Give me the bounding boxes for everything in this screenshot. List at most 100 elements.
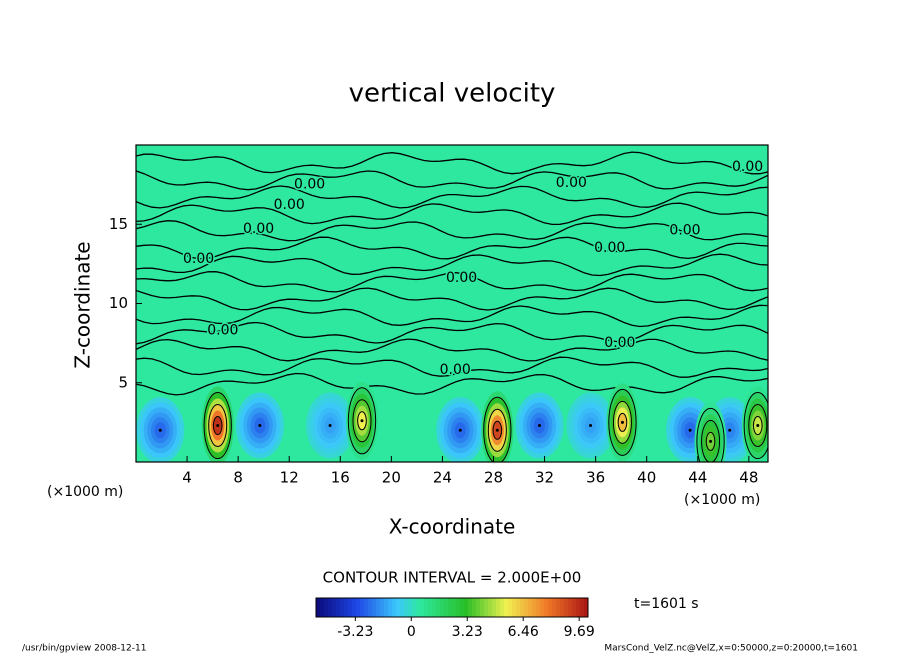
chart-title: vertical velocity <box>349 79 556 109</box>
time-label: t=1601 s <box>634 596 699 612</box>
x-tick-label: 48 <box>739 469 758 487</box>
colorbar-cell <box>384 598 389 617</box>
colorbar-cell <box>416 598 421 617</box>
cell-center <box>756 424 760 428</box>
colorbar-frame <box>315 597 589 618</box>
colorbar-cell <box>344 598 349 617</box>
colorbar-cell <box>448 598 453 617</box>
contour-label: 0.00 <box>440 362 471 378</box>
x-tick-label: 20 <box>382 469 401 487</box>
contour-label: 0.00 <box>446 270 477 286</box>
colorbar-cell <box>516 598 521 617</box>
colorbar-cell <box>376 598 381 617</box>
colorbar-cell <box>316 598 321 617</box>
colorbar-cell <box>420 598 425 617</box>
colorbar-cell <box>456 598 461 617</box>
colorbar-cell <box>364 598 369 617</box>
cell-center <box>537 424 541 428</box>
x-tick-label: 40 <box>637 469 656 487</box>
colorbar-cell <box>332 598 337 617</box>
colorbar-cell <box>392 598 397 617</box>
colorbar-cell <box>324 598 329 617</box>
contour-line <box>136 220 768 242</box>
colorbar-cell <box>564 598 569 617</box>
contour-line <box>136 287 768 311</box>
contour-label: 0.00 <box>732 159 763 175</box>
colorbar-cell <box>400 598 405 617</box>
colorbar-cell <box>408 598 413 617</box>
colorbar-cell <box>444 598 449 617</box>
cell-center <box>258 424 262 428</box>
x-tick-label: 12 <box>280 469 299 487</box>
x-tick-label: 16 <box>331 469 350 487</box>
contour-label: 0.00 <box>294 177 325 193</box>
cell-center <box>158 428 162 432</box>
contour-line <box>136 321 768 345</box>
colorbar-cell <box>464 598 469 617</box>
colorbar-cell <box>580 598 585 617</box>
contour-line <box>136 170 768 191</box>
colorbar-tick-label: 0 <box>407 624 416 640</box>
colorbar-cell <box>508 598 513 617</box>
contour-line <box>136 253 768 277</box>
y-axis-label: Z-coordinate <box>71 241 95 368</box>
cell-center <box>589 424 593 428</box>
contour-line <box>136 236 768 260</box>
x-tick-label: 28 <box>484 469 503 487</box>
contour-line <box>136 338 768 362</box>
y-tick-label: 5 <box>118 373 128 391</box>
plot-field: 0.000.000.000.000.000.000.000.000.000.00… <box>136 151 768 462</box>
x-tick-label: 32 <box>535 469 554 487</box>
colorbar-cell <box>496 598 501 617</box>
colorbar-cell <box>424 598 429 617</box>
x-unit-label: (×1000 m) <box>47 484 123 500</box>
colorbar-cell <box>476 598 481 617</box>
contour-label: 0.00 <box>594 240 625 256</box>
y-tick-label: 10 <box>109 294 128 312</box>
colorbar-cell <box>528 598 533 617</box>
colorbar-cell <box>576 598 581 617</box>
colorbar-cell <box>560 598 565 617</box>
contour-line <box>136 356 768 378</box>
colorbar-cell <box>428 598 433 617</box>
contour-label: 0.00 <box>183 251 214 267</box>
colorbar-cell <box>500 598 505 617</box>
contour-line <box>136 271 768 293</box>
cell-center <box>709 439 713 443</box>
cell-center <box>495 428 499 432</box>
x-tick-label: 4 <box>182 469 192 487</box>
colorbar-tick-label: 3.23 <box>452 624 483 640</box>
x-tick-label: 8 <box>233 469 243 487</box>
colorbar-cell <box>340 598 345 617</box>
colorbar-cell <box>544 598 549 617</box>
colorbar-cell <box>584 598 589 617</box>
colorbar-cell <box>568 598 573 617</box>
colorbar-cell <box>512 598 517 617</box>
x-axis-label: X-coordinate <box>389 515 516 539</box>
contour-label: 0.00 <box>274 197 305 213</box>
colorbar-cell <box>572 598 577 617</box>
colorbar-cell <box>520 598 525 617</box>
colorbar-cell <box>336 598 341 617</box>
colorbar-cell <box>440 598 445 617</box>
cell-center <box>328 424 332 428</box>
contour-line <box>136 151 768 175</box>
colorbar-tick-label: -3.23 <box>337 624 373 640</box>
contour-line <box>136 185 768 209</box>
colorbar-cell <box>436 598 441 617</box>
contour-line <box>136 372 768 396</box>
colorbar-cell <box>488 598 493 617</box>
cell-center <box>216 424 220 428</box>
colorbar-cell <box>472 598 477 617</box>
colorbar-cell <box>480 598 485 617</box>
colorbar-cell <box>552 598 557 617</box>
colorbar-cell <box>452 598 457 617</box>
contour-interval: CONTOUR INTERVAL = 2.000E+00 <box>323 569 582 587</box>
contour-label: 0.00 <box>556 175 587 191</box>
cell-center <box>688 428 692 432</box>
colorbar-cell <box>368 598 373 617</box>
y-tick-label: 15 <box>109 215 128 233</box>
colorbar-cell <box>548 598 553 617</box>
x-tick-label: 24 <box>433 469 452 487</box>
